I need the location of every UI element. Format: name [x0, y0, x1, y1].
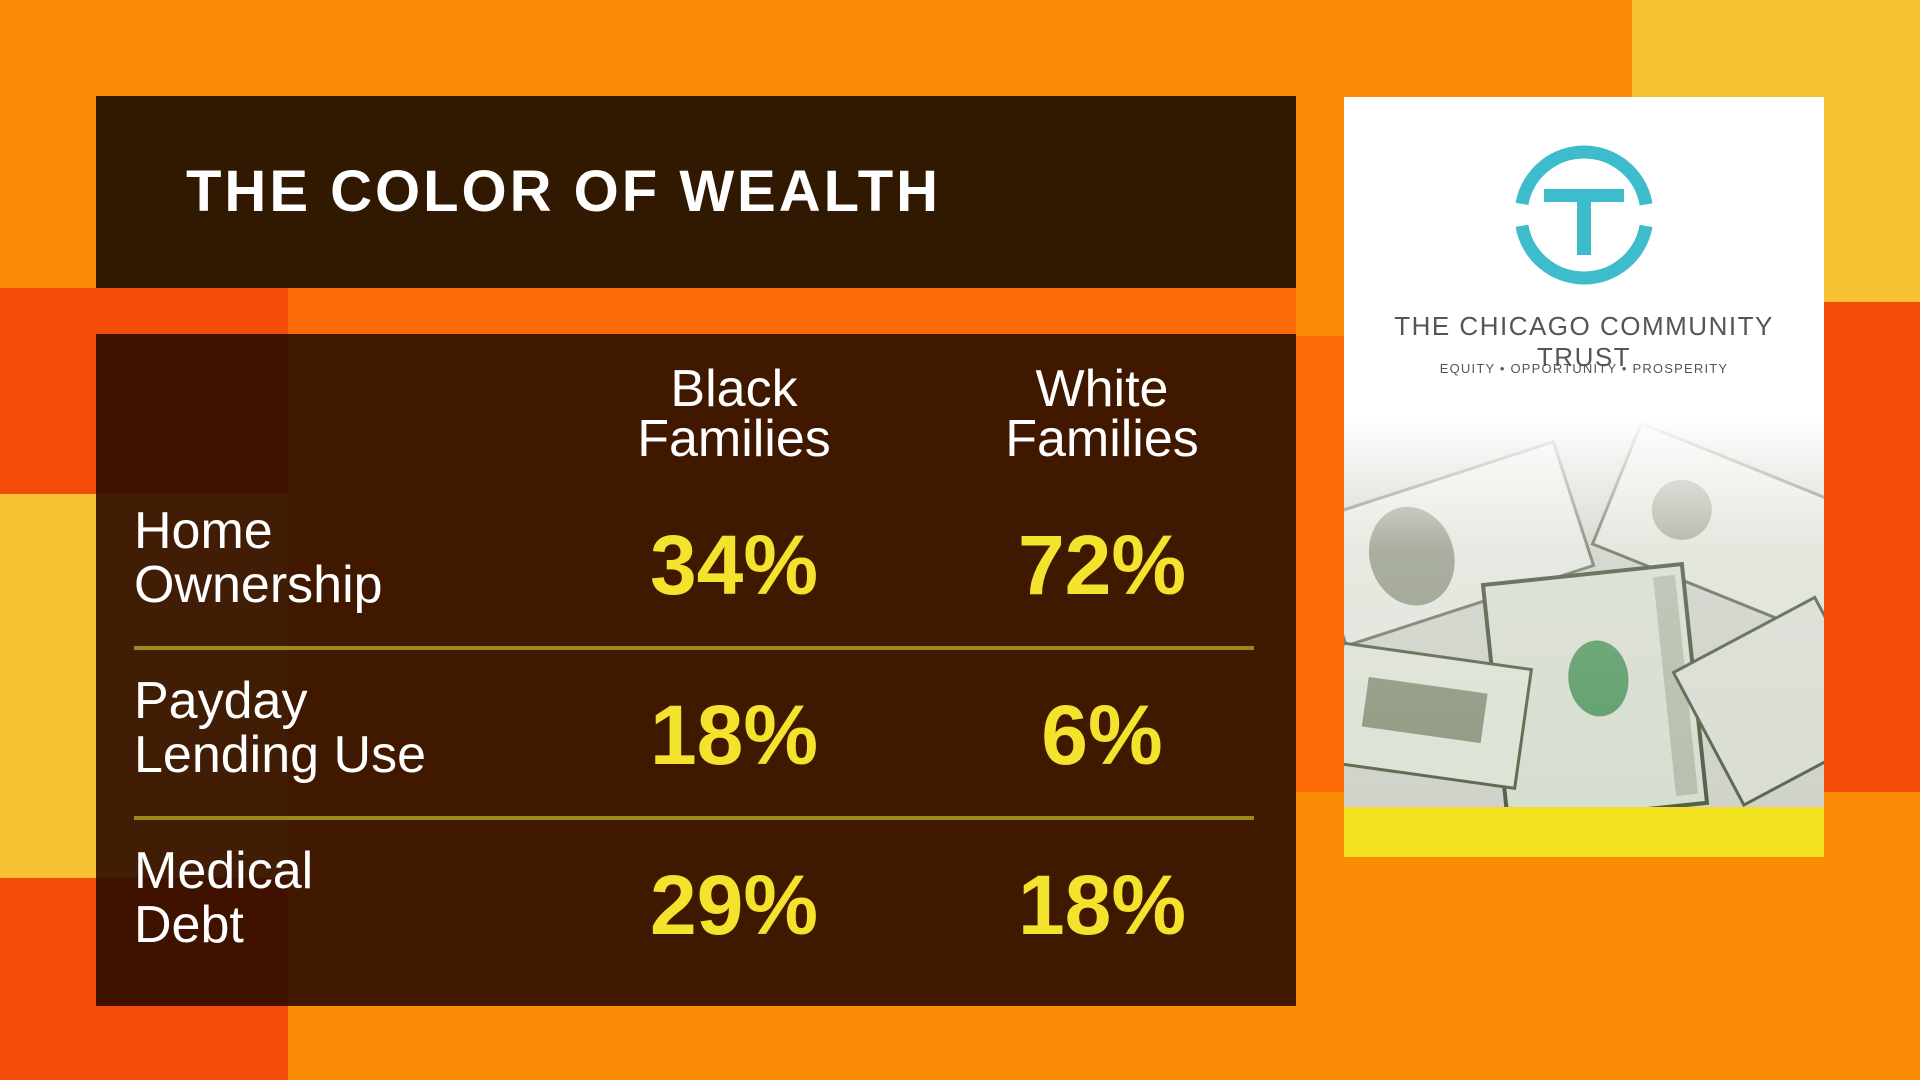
value-medical-debt-white: 18%	[1017, 858, 1187, 952]
value-payday-lending-white: 6%	[1041, 688, 1163, 782]
org-tagline: EQUITY • OPPORTUNITY • PROSPERITY	[1439, 361, 1729, 376]
chicago-community-trust-panel: THE CHICAGO COMMUNITY TRUST EQUITY • OPP…	[1344, 97, 1824, 857]
yellow-band	[1344, 807, 1824, 857]
column-header-line: Families	[1005, 410, 1199, 468]
org-name: THE CHICAGO COMMUNITY TRUST	[1394, 311, 1774, 372]
page-title: THE COLOR OF WEALTH	[186, 159, 942, 224]
row-label-line: Lending Use	[134, 726, 426, 784]
row-label-line: Payday	[134, 672, 308, 730]
row-label-line: Ownership	[134, 556, 383, 614]
column-header-line: Black	[670, 360, 798, 418]
column-header-line: Families	[637, 410, 831, 468]
row-label-payday-lending-use: Payday Lending Use	[134, 674, 534, 782]
value-medical-debt-black: 29%	[649, 858, 819, 952]
title-panel: THE COLOR OF WEALTH	[96, 96, 1296, 288]
row-divider	[134, 646, 1254, 650]
bg-block-orange	[1296, 336, 1344, 792]
wealth-table: Black Families White Families Home Owner…	[96, 334, 1296, 1006]
row-label-line: Debt	[134, 896, 244, 954]
row-label-home-ownership: Home Ownership	[134, 504, 534, 612]
column-header-black-families: Black Families	[574, 360, 894, 468]
bg-block-orange	[288, 288, 1296, 336]
value-home-ownership-white: 72%	[1017, 518, 1187, 612]
column-header-white-families: White Families	[942, 360, 1262, 468]
value-payday-lending-black: 18%	[649, 688, 819, 782]
money-photo	[1344, 415, 1824, 807]
trust-logo-icon	[1514, 145, 1654, 285]
row-label-line: Home	[134, 502, 273, 560]
value-home-ownership-black: 34%	[649, 518, 819, 612]
row-label-line: Medical	[134, 842, 314, 900]
row-divider	[134, 816, 1254, 820]
row-label-medical-debt: Medical Debt	[134, 844, 534, 952]
column-header-line: White	[1035, 360, 1169, 418]
